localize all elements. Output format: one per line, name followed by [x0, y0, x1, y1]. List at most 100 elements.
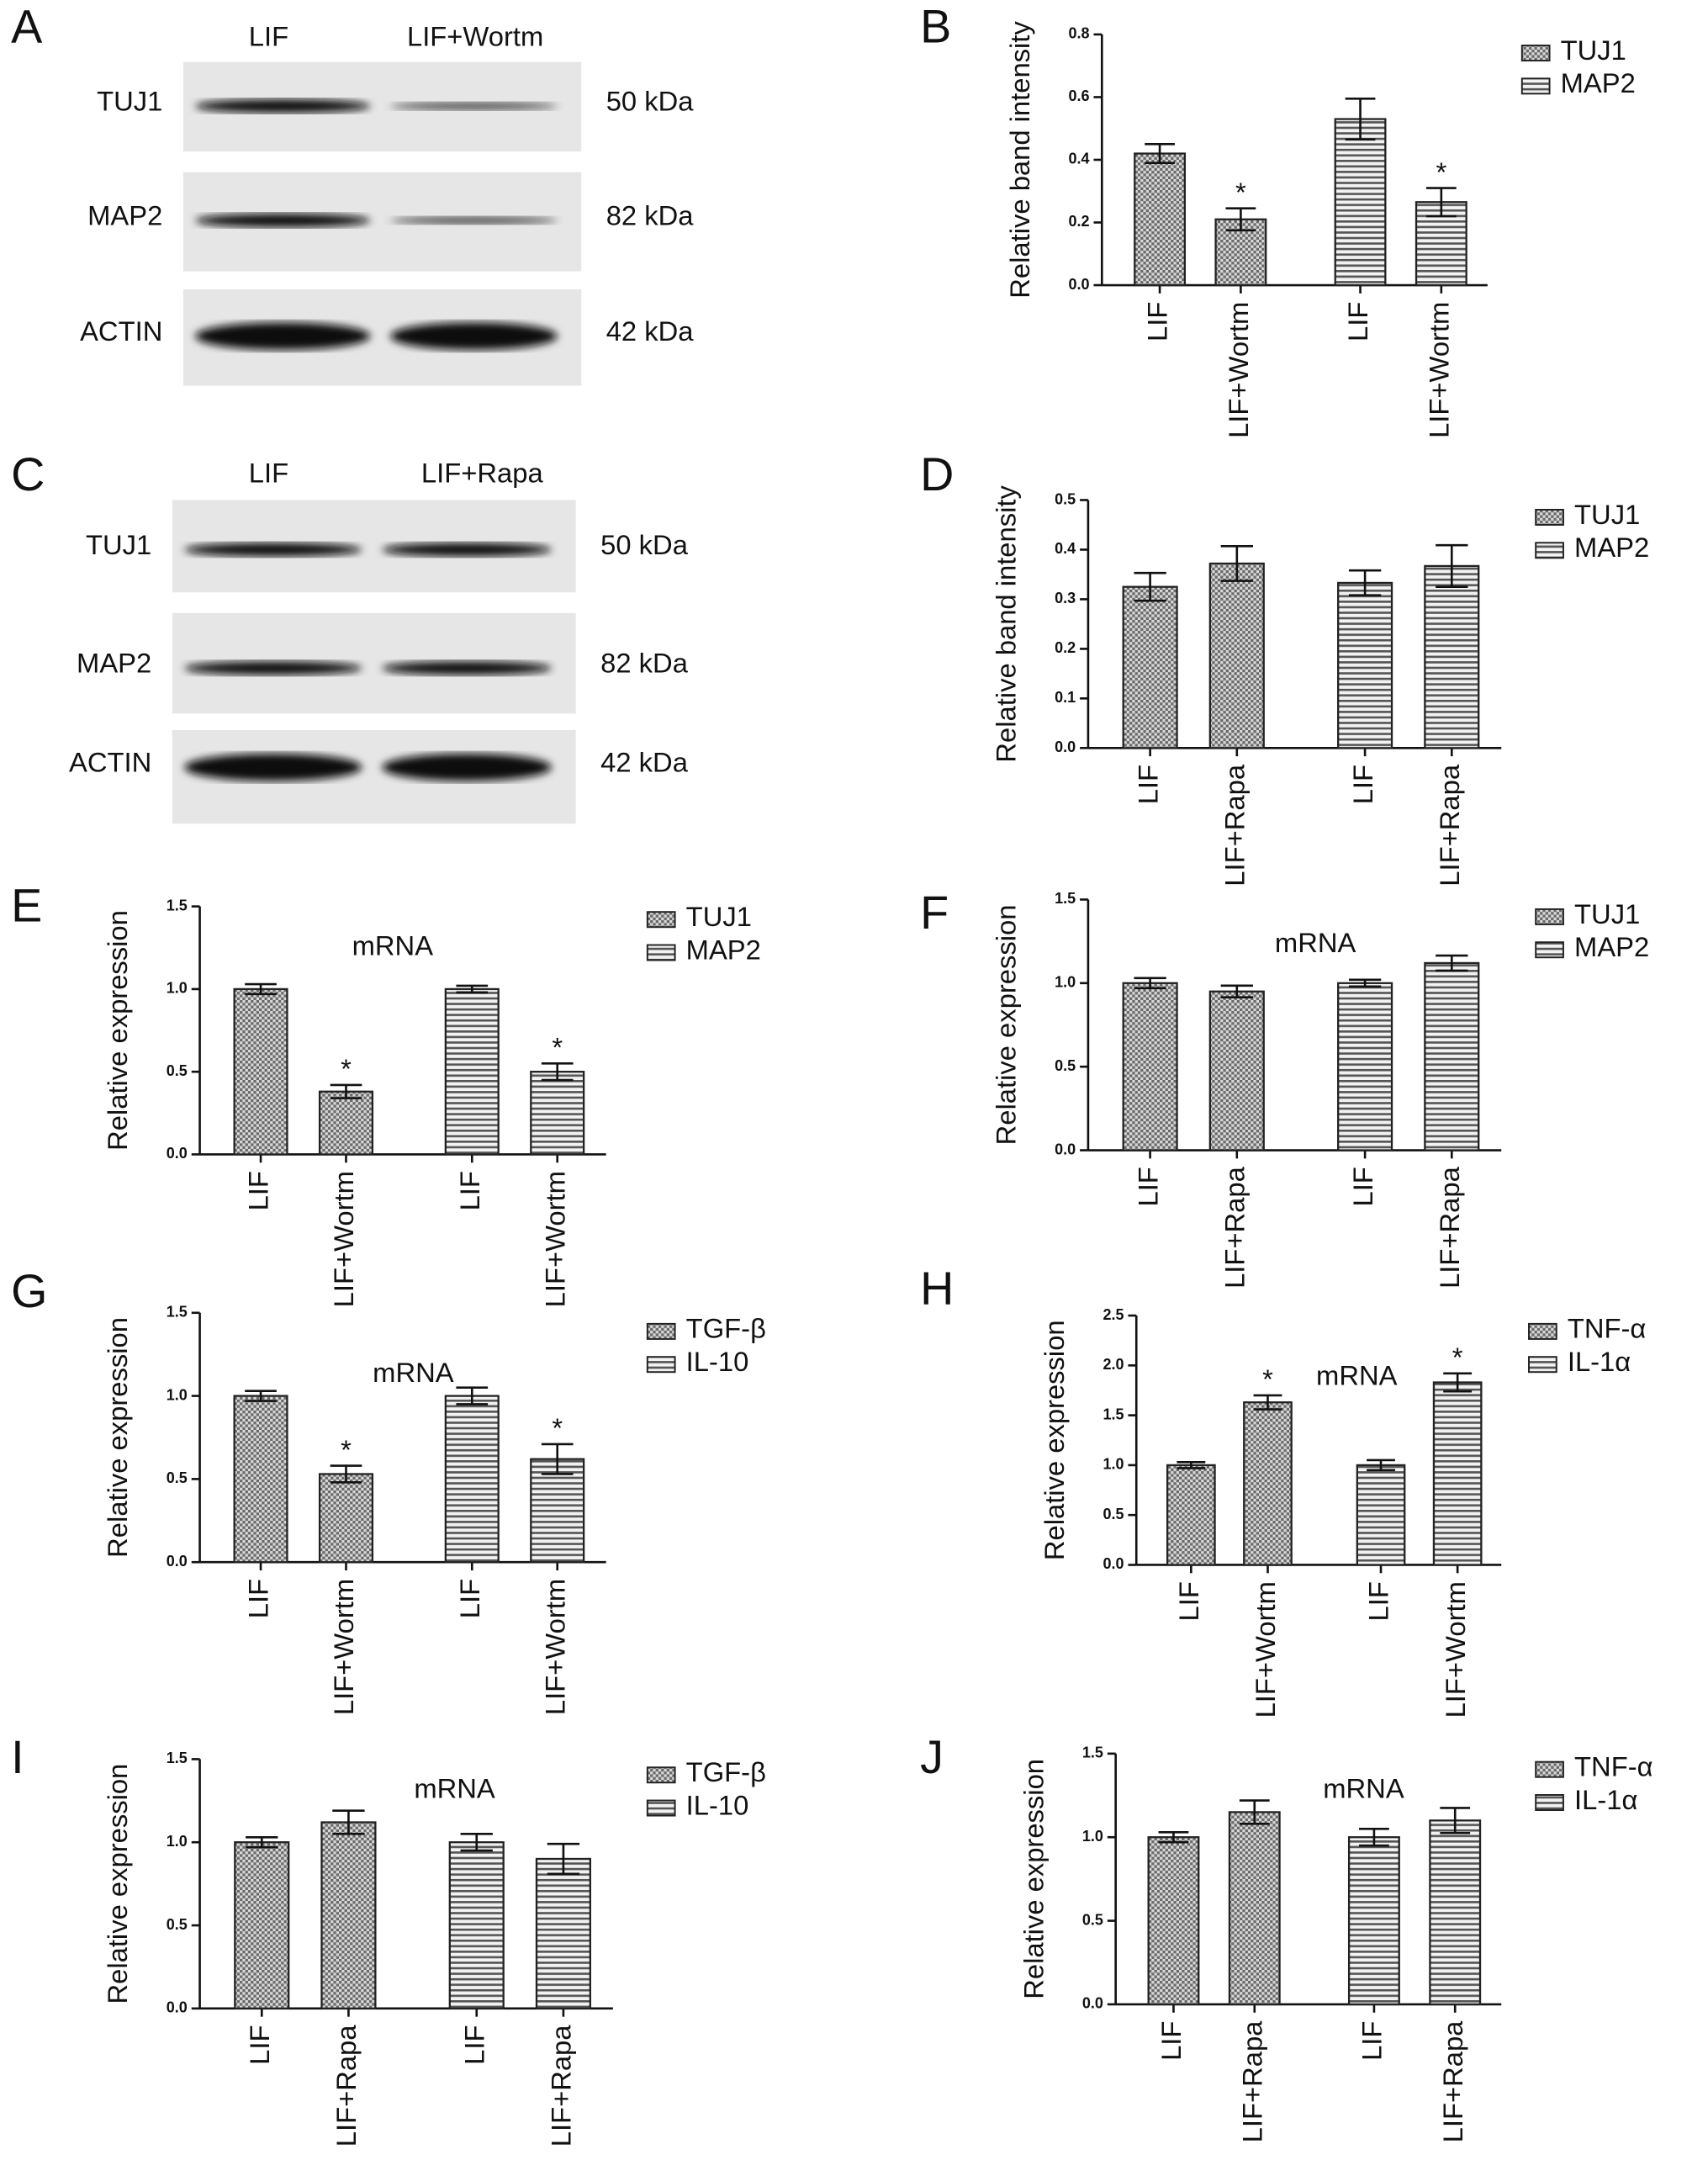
- error-bar: [1348, 978, 1382, 988]
- y-tick-label: 0.5: [1103, 1506, 1124, 1522]
- x-tick-label: LIF: [1347, 1167, 1378, 1206]
- annotation: mRNA: [1275, 927, 1356, 958]
- y-tick-label: 1.0: [167, 1833, 188, 1850]
- legend-label: MAP2: [1574, 931, 1649, 962]
- legend-swatch: [1535, 542, 1564, 559]
- annotation: mRNA: [373, 1357, 454, 1388]
- panel-letter: E: [11, 880, 42, 932]
- band: [195, 322, 371, 350]
- protein-label: MAP2: [77, 648, 151, 679]
- panel-letter: I: [11, 1731, 24, 1783]
- y-tick-label: 1.0: [1055, 974, 1076, 991]
- y-tick-label: 0.5: [167, 1062, 188, 1079]
- y-tick-label: 1.0: [167, 980, 188, 997]
- y-tick-label: 0.0: [1103, 1555, 1124, 1572]
- legend-swatch: [1535, 908, 1564, 925]
- legend-swatch: [1535, 1794, 1564, 1811]
- x-tick-label: LIF: [458, 2025, 489, 2065]
- error-bar: [330, 1083, 362, 1099]
- y-tick-label: 1.0: [1082, 1828, 1103, 1845]
- error-bar: [1443, 1372, 1473, 1393]
- significance-star: *: [552, 1032, 563, 1063]
- y-tick-label: 0.3: [1055, 590, 1076, 606]
- y-tick-label: 0.0: [1069, 276, 1090, 293]
- protein-label: MAP2: [87, 199, 162, 230]
- legend-swatch: [646, 911, 676, 929]
- error-bar: [1134, 571, 1166, 602]
- annotation: mRNA: [1323, 1773, 1404, 1804]
- x-tick-label: LIF: [1132, 765, 1163, 804]
- error-bar: [245, 1390, 277, 1402]
- band: [184, 753, 362, 781]
- error-bar: [1220, 984, 1253, 999]
- panel-letter: C: [11, 448, 45, 500]
- error-bar: [246, 1835, 278, 1849]
- error-bar: [1436, 543, 1468, 588]
- error-bar: [1367, 1459, 1395, 1472]
- y-tick-label: 0.5: [1055, 490, 1076, 507]
- protein-label: TUJ1: [86, 529, 151, 560]
- bar: [1424, 961, 1480, 1151]
- legend-label: TUJ1: [1574, 898, 1640, 929]
- y-axis-label: Relative expression: [102, 1317, 133, 1558]
- x-tick-label: LIF: [1342, 302, 1373, 341]
- panel-letter: F: [920, 887, 949, 939]
- protein-label: ACTIN: [80, 315, 162, 347]
- error-bar: [541, 1062, 574, 1082]
- legend-label: IL-10: [686, 1346, 749, 1377]
- y-tick-label: 0.5: [167, 1916, 188, 1933]
- significance-star: *: [1436, 156, 1446, 188]
- x-tick-label: LIF: [243, 1171, 274, 1210]
- panel-letter: D: [920, 448, 954, 500]
- bar: [444, 1395, 500, 1564]
- x-tick-label: LIF+Wortm: [539, 1579, 570, 1715]
- x-tick-label: LIF+Rapa: [330, 2025, 362, 2147]
- significance-star: *: [1262, 1363, 1273, 1395]
- bar: [233, 987, 288, 1156]
- bar: [318, 1090, 374, 1156]
- significance-star: *: [341, 1434, 352, 1465]
- legend-swatch: [1520, 45, 1551, 62]
- y-tick-label: 1.5: [1055, 890, 1076, 907]
- legend-swatch: [646, 1766, 676, 1784]
- error-bar: [1225, 207, 1256, 232]
- error-bar: [547, 1842, 580, 1876]
- y-tick-label: 1.5: [167, 897, 188, 913]
- error-bar: [456, 984, 489, 994]
- y-tick-label: 2.0: [1103, 1356, 1124, 1373]
- y-tick-label: 0.0: [1055, 1141, 1076, 1157]
- x-tick-label: LIF: [243, 1579, 274, 1618]
- error-bar: [1145, 143, 1175, 165]
- band: [195, 213, 371, 228]
- legend-swatch: [1535, 508, 1564, 526]
- annotation: mRNA: [414, 1773, 495, 1804]
- band: [382, 753, 552, 781]
- x-tick-label: LIF: [1173, 1581, 1204, 1621]
- error-bar: [541, 1443, 574, 1475]
- panel-letter: A: [11, 1, 43, 53]
- legend-swatch: [1520, 77, 1551, 95]
- legend-label: TUJ1: [1574, 499, 1640, 530]
- y-tick-label: 0.0: [1055, 739, 1076, 755]
- error-bar: [245, 982, 277, 996]
- x-tick-label: LIF+Rapa: [546, 2025, 577, 2147]
- legend-swatch: [646, 944, 676, 961]
- bar: [1429, 1819, 1482, 2006]
- legend-swatch: [1528, 1322, 1557, 1340]
- x-tick-label: LIF: [1363, 1581, 1394, 1621]
- y-tick-label: 0.2: [1069, 213, 1090, 230]
- legend-label: TUJ1: [686, 901, 752, 932]
- y-tick-label: 1.0: [1103, 1456, 1124, 1473]
- y-tick-label: 0.8: [1069, 25, 1090, 42]
- legend-label: MAP2: [1574, 532, 1649, 563]
- bar: [1134, 152, 1187, 287]
- x-tick-label: LIF: [454, 1579, 485, 1618]
- band: [184, 661, 362, 675]
- y-tick-label: 0.4: [1069, 151, 1090, 167]
- bar: [1424, 564, 1480, 749]
- bar: [1122, 982, 1178, 1151]
- panel-letter: H: [920, 1263, 954, 1315]
- bar: [320, 1821, 377, 2009]
- significance-star: *: [341, 1053, 352, 1084]
